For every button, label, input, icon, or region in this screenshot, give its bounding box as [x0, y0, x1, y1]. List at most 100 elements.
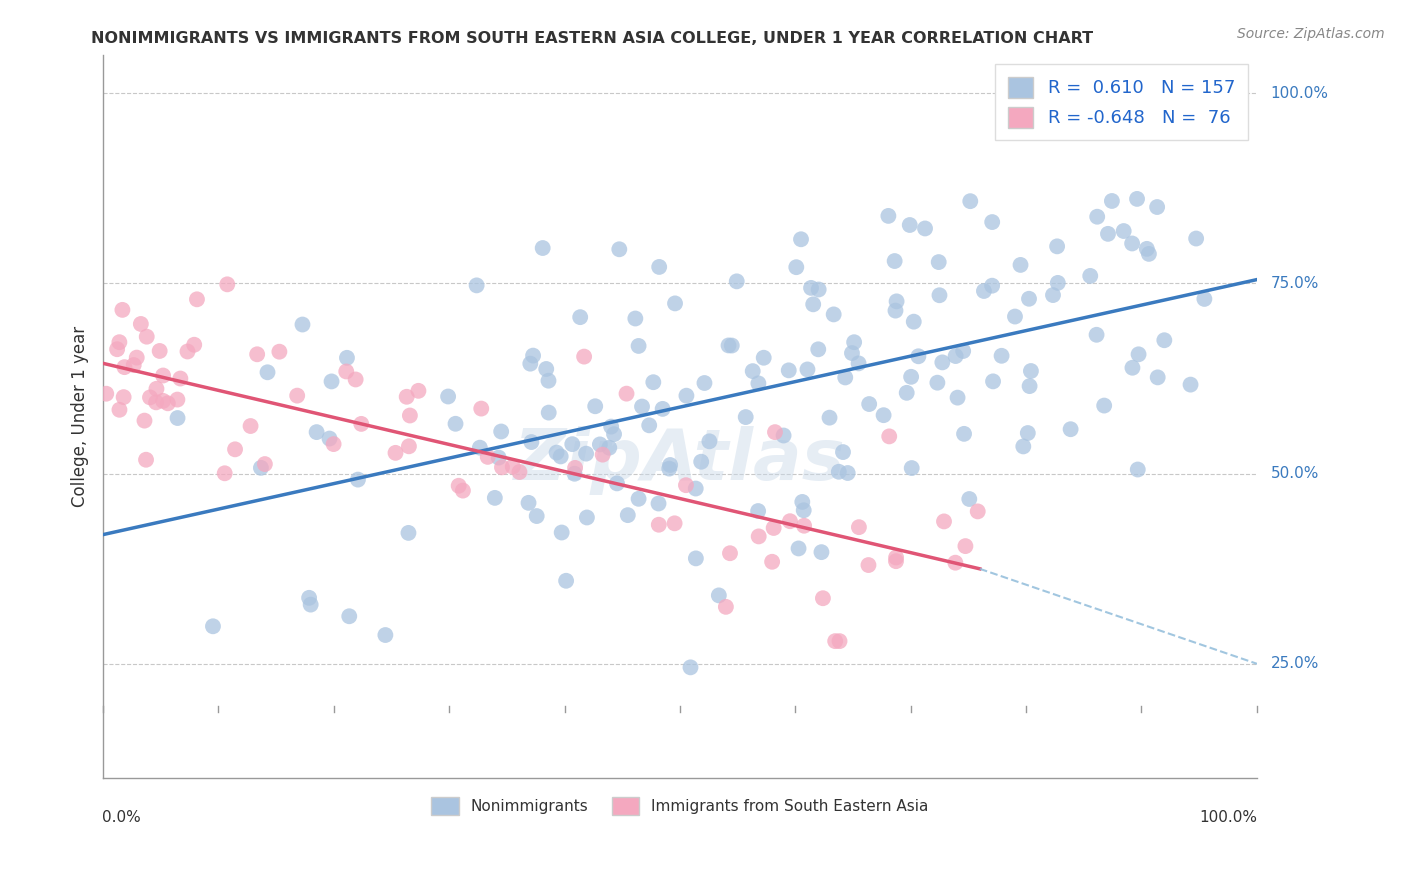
Point	[718, 546, 741, 560]
Point	[152, 368, 174, 383]
Point	[648, 260, 671, 274]
Point	[564, 467, 586, 481]
Point	[928, 288, 950, 302]
Point	[335, 364, 357, 378]
Point	[606, 476, 628, 491]
Point	[531, 241, 554, 255]
Point	[945, 349, 967, 363]
Text: 75.0%: 75.0%	[1271, 276, 1319, 291]
Point	[598, 441, 620, 455]
Point	[569, 310, 592, 325]
Text: 0.0%: 0.0%	[103, 810, 141, 825]
Point	[900, 369, 922, 384]
Point	[693, 376, 716, 390]
Point	[952, 344, 974, 359]
Point	[145, 395, 167, 409]
Point	[631, 400, 654, 414]
Point	[685, 482, 707, 496]
Point	[253, 457, 276, 471]
Point	[761, 555, 783, 569]
Point	[955, 539, 977, 553]
Point	[953, 426, 976, 441]
Y-axis label: College, Under 1 year: College, Under 1 year	[72, 326, 89, 508]
Point	[793, 518, 815, 533]
Point	[575, 510, 598, 524]
Point	[699, 434, 721, 449]
Point	[246, 347, 269, 361]
Point	[183, 337, 205, 351]
Point	[932, 515, 955, 529]
Text: 25.0%: 25.0%	[1271, 657, 1319, 672]
Point	[108, 402, 131, 417]
Point	[285, 389, 308, 403]
Point	[337, 609, 360, 624]
Point	[1046, 239, 1069, 253]
Point	[1012, 439, 1035, 453]
Point	[488, 450, 510, 465]
Point	[470, 401, 492, 416]
Point	[664, 296, 686, 310]
Point	[810, 545, 832, 559]
Point	[1017, 425, 1039, 440]
Point	[489, 425, 512, 439]
Point	[1019, 364, 1042, 378]
Point	[1097, 227, 1119, 241]
Point	[347, 473, 370, 487]
Point	[305, 425, 328, 439]
Point	[139, 391, 162, 405]
Point	[537, 374, 560, 388]
Point	[520, 435, 543, 450]
Point	[741, 364, 763, 378]
Point	[437, 390, 460, 404]
Point	[122, 358, 145, 372]
Point	[1121, 360, 1143, 375]
Point	[447, 479, 470, 493]
Point	[201, 619, 224, 633]
Point	[1126, 462, 1149, 476]
Legend: Nonimmigrants, Immigrants from South Eastern Asia: Nonimmigrants, Immigrants from South Eas…	[425, 791, 935, 821]
Point	[848, 356, 870, 370]
Point	[561, 437, 583, 451]
Text: Source: ZipAtlas.com: Source: ZipAtlas.com	[1237, 27, 1385, 41]
Point	[1078, 268, 1101, 283]
Point	[1128, 347, 1150, 361]
Text: NONIMMIGRANTS VS IMMIGRANTS FROM SOUTH EASTERN ASIA COLLEGE, UNDER 1 YEAR CORREL: NONIMMIGRANTS VS IMMIGRANTS FROM SOUTH E…	[91, 31, 1094, 46]
Point	[156, 396, 179, 410]
Point	[1180, 377, 1202, 392]
Point	[842, 335, 865, 350]
Point	[555, 574, 578, 588]
Point	[508, 465, 530, 479]
Point	[519, 357, 541, 371]
Point	[1153, 333, 1175, 347]
Point	[537, 406, 560, 420]
Point	[883, 254, 905, 268]
Point	[624, 311, 647, 326]
Point	[374, 628, 396, 642]
Point	[772, 428, 794, 442]
Point	[299, 598, 322, 612]
Point	[572, 350, 595, 364]
Point	[793, 503, 815, 517]
Point	[796, 362, 818, 376]
Point	[564, 461, 586, 475]
Point	[886, 294, 908, 309]
Point	[907, 349, 929, 363]
Point	[152, 393, 174, 408]
Point	[763, 425, 786, 439]
Point	[526, 509, 548, 524]
Point	[647, 496, 669, 510]
Point	[517, 496, 540, 510]
Point	[468, 441, 491, 455]
Point	[648, 517, 671, 532]
Point	[1085, 210, 1108, 224]
Point	[792, 495, 814, 509]
Point	[1136, 242, 1159, 256]
Point	[583, 399, 606, 413]
Point	[762, 521, 785, 535]
Point	[1194, 292, 1216, 306]
Point	[643, 375, 665, 389]
Point	[575, 447, 598, 461]
Text: ZipAtlas: ZipAtlas	[515, 425, 846, 494]
Point	[966, 504, 988, 518]
Point	[841, 346, 863, 360]
